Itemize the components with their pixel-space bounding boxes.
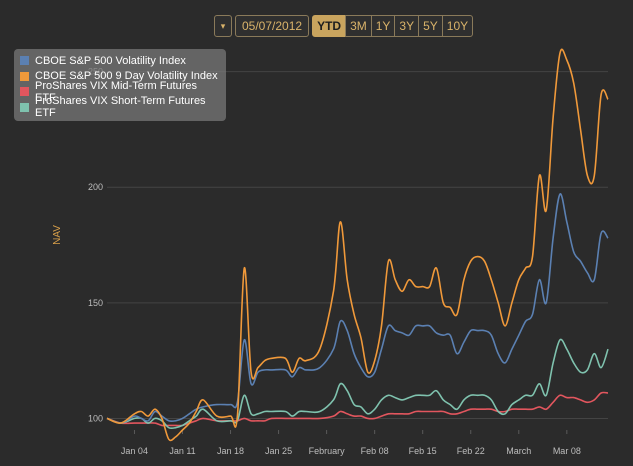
range-button-group: YTD 3M 1Y 3Y 5Y 10Y	[312, 15, 474, 37]
x-tick-label: Jan 11	[169, 446, 195, 456]
y-tick-label: 150	[88, 298, 103, 308]
range-selector: ▾ 05/07/2012 YTD 3M 1Y 3Y 5Y 10Y	[214, 15, 474, 37]
legend-swatch	[20, 71, 29, 81]
y-tick-label: 200	[88, 182, 103, 192]
x-tick-label: Jan 04	[121, 446, 148, 456]
range-button-1y[interactable]: 1Y	[370, 15, 396, 37]
y-axis-label: NAV	[52, 225, 63, 245]
legend-swatch	[20, 87, 29, 97]
series-line-vix	[106, 193, 609, 424]
legend-item-vixm[interactable]: ProShares VIX Mid-Term Futures ETF	[20, 80, 220, 104]
series-line-vixy	[106, 338, 609, 430]
x-tick-label: Feb 08	[361, 446, 389, 456]
x-tick-label: March	[506, 446, 531, 456]
series-line-vix9d	[106, 48, 609, 442]
y-tick-label: 100	[88, 413, 103, 423]
x-tick-label: Jan 18	[217, 446, 244, 456]
x-tick-label: Feb 15	[409, 446, 437, 456]
x-tick-label: Feb 22	[457, 446, 485, 456]
x-tick-label: Jan 25	[265, 446, 292, 456]
x-tick-label: February	[309, 446, 346, 456]
legend-label: ProShares VIX Mid-Term Futures ETF	[35, 79, 197, 104]
range-dropdown-button[interactable]: ▾	[214, 15, 232, 37]
legend-swatch	[20, 102, 29, 112]
legend-item-vix[interactable]: CBOE S&P 500 Volatility Index	[20, 53, 220, 69]
x-tick-label: Mar 08	[553, 446, 581, 456]
legend-label: ProShares VIX Short-Term Futures ETF	[35, 95, 206, 120]
chart-legend: CBOE S&P 500 Volatility Index CBOE S&P 5…	[14, 49, 226, 121]
series-line-vixm	[106, 391, 609, 427]
range-button-10y[interactable]: 10Y	[441, 15, 474, 37]
legend-swatch	[20, 56, 29, 66]
legend-label: CBOE S&P 500 9 Day Volatility Index	[35, 70, 218, 83]
legend-item-vix9d[interactable]: CBOE S&P 500 9 Day Volatility Index	[20, 69, 220, 85]
legend-label: CBOE S&P 500 Volatility Index	[35, 54, 186, 67]
legend-item-vixy[interactable]: ProShares VIX Short-Term Futures ETF	[20, 95, 220, 119]
start-date-field[interactable]: 05/07/2012	[235, 15, 310, 37]
caret-down-icon: ▾	[220, 21, 226, 31]
